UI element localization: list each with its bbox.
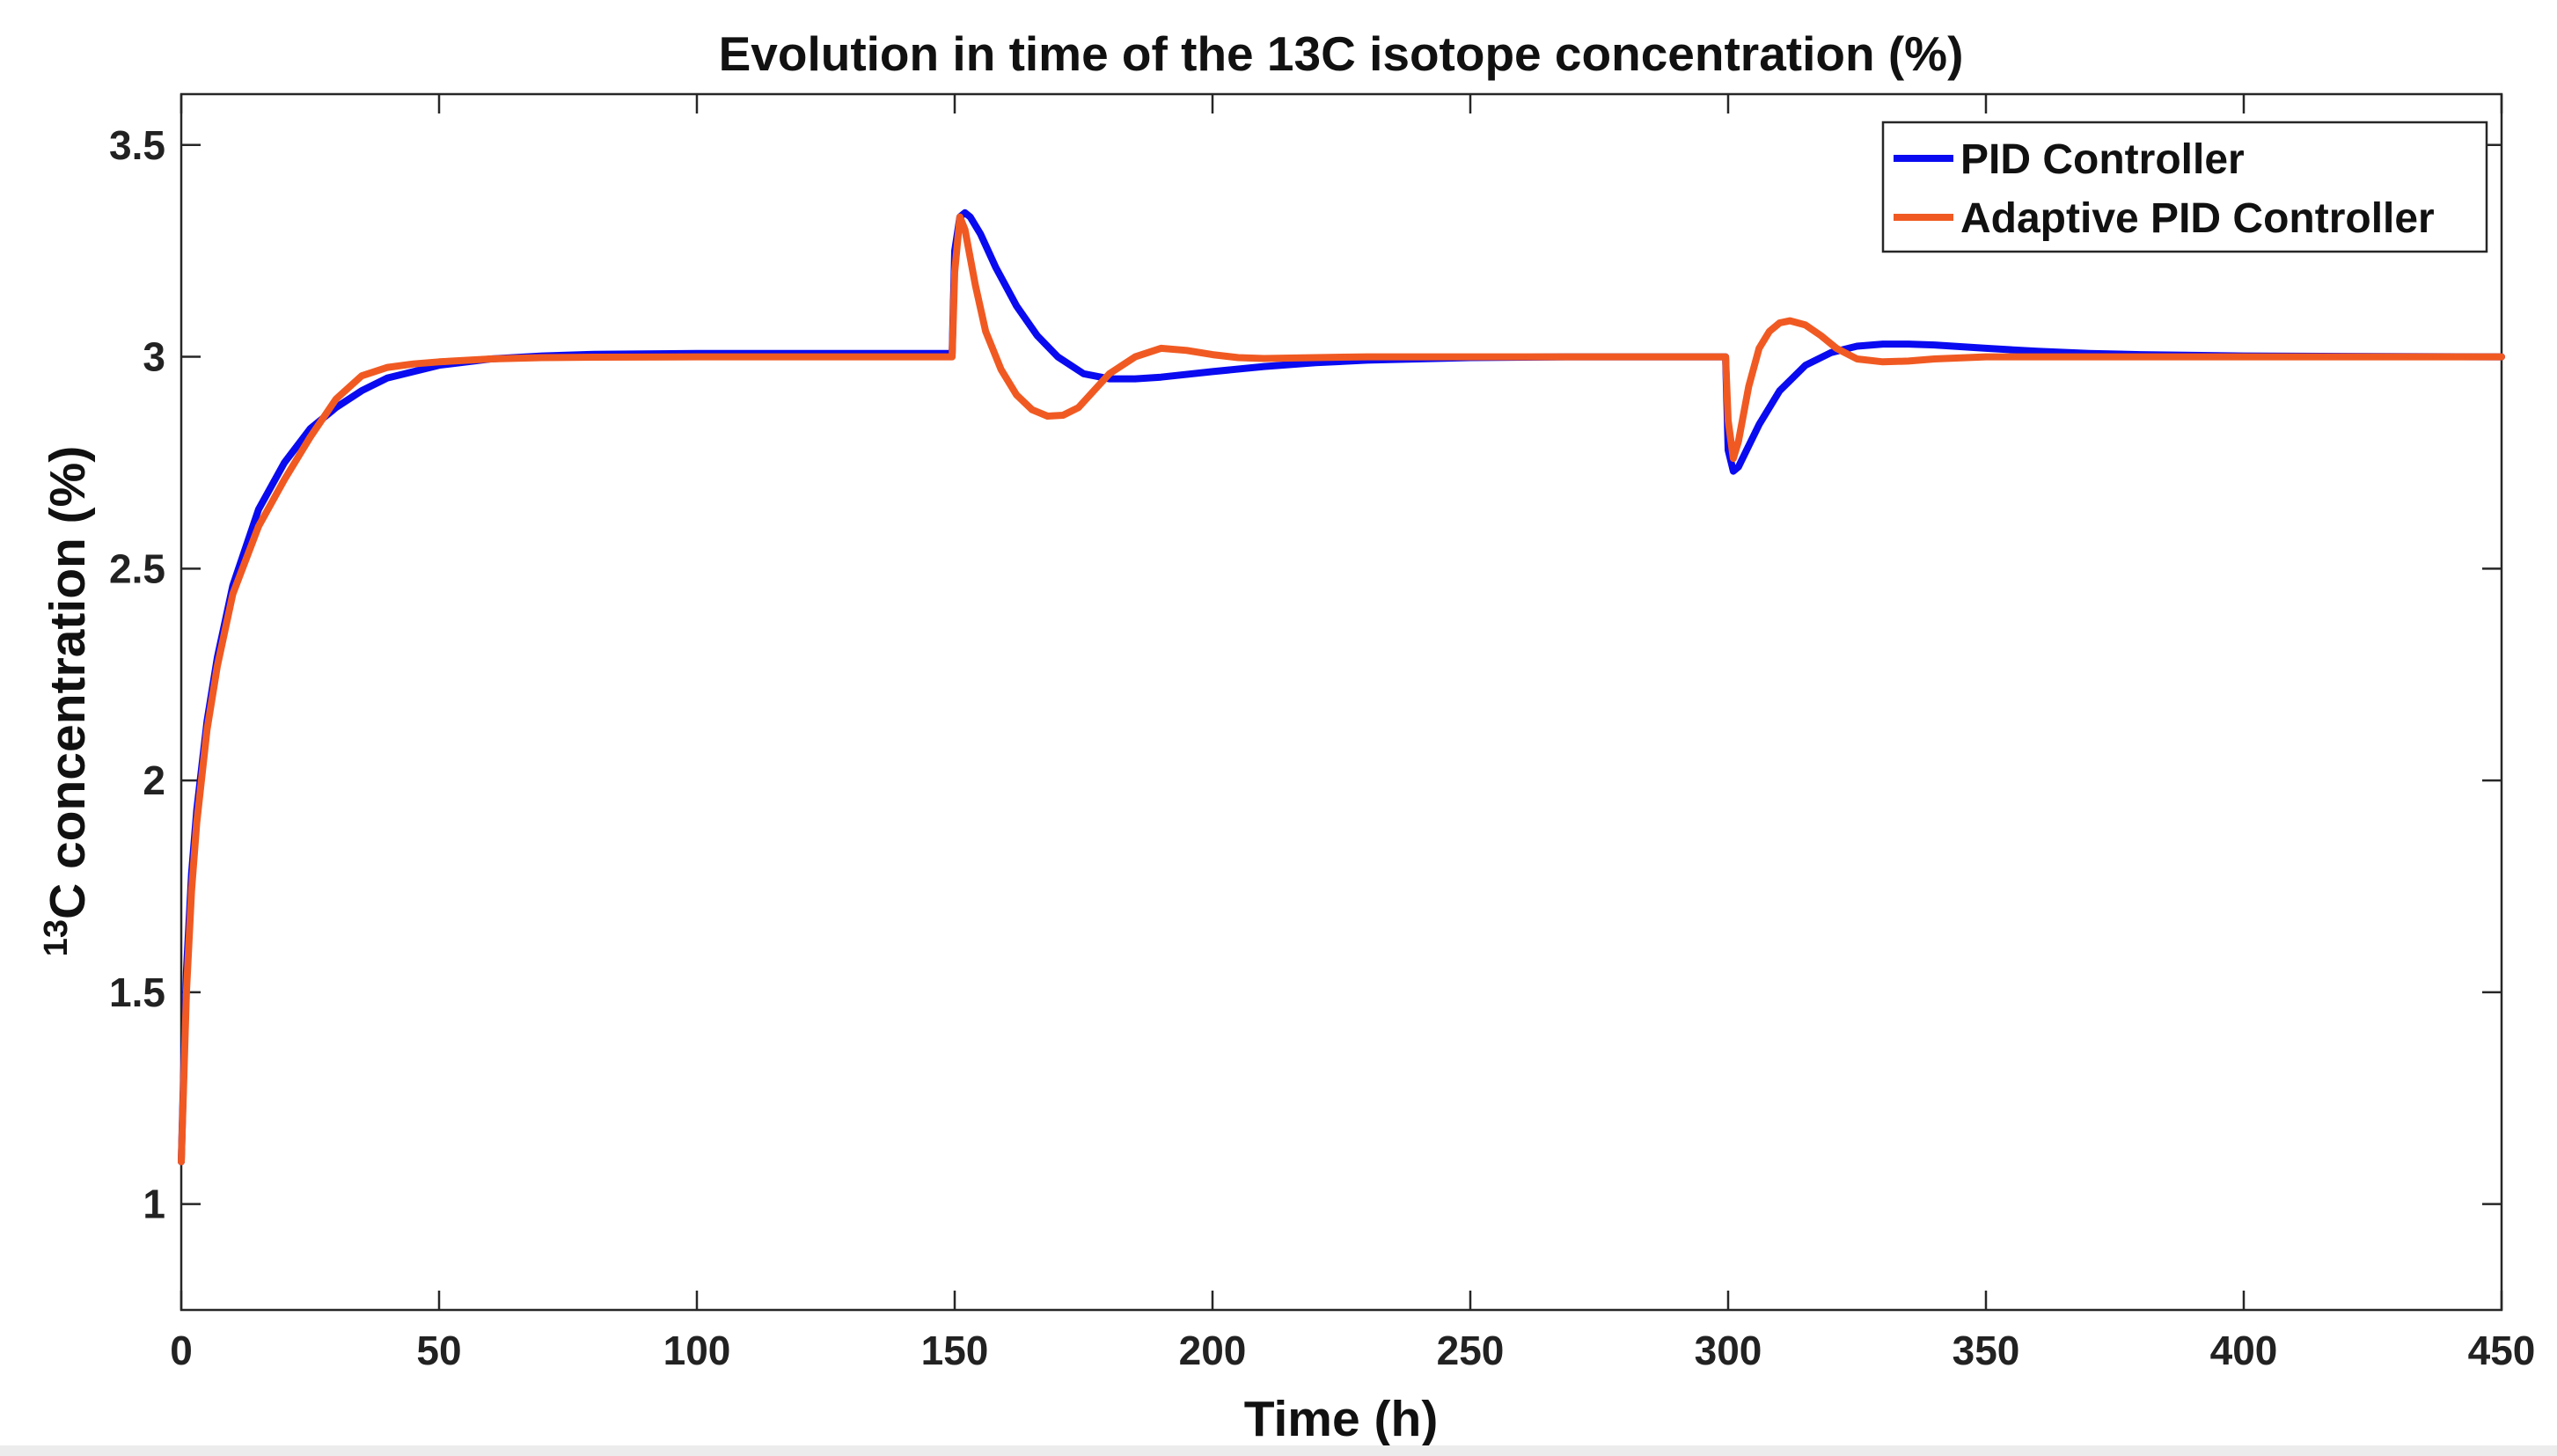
x-tick-labels: 0 50 100 150 200 250 300 350 400 450	[170, 1328, 2535, 1373]
x-tick-label: 100	[663, 1328, 731, 1373]
x-tick-label: 200	[1179, 1328, 1247, 1373]
x-tick-label: 50	[416, 1328, 461, 1373]
y-tick-label: 2.5	[109, 545, 165, 591]
y-tick-labels: 1 1.5 2 2.5 3 3.5	[109, 122, 165, 1227]
x-axis-label: Time (h)	[1244, 1391, 1439, 1447]
series-line-adaptive-pid-controller	[178, 213, 2505, 1166]
x-tick-label: 300	[1695, 1328, 1762, 1373]
legend-box	[1881, 121, 2488, 253]
y-tick-label: 3	[143, 334, 165, 380]
legend-label-adaptive-pid-controller: Adaptive PID Controller	[1960, 195, 2435, 242]
chart-title: Evolution in time of the 13C isotope con…	[719, 26, 1964, 81]
x-tick-label: 400	[2210, 1328, 2278, 1373]
y-tick-label: 1	[143, 1182, 165, 1227]
axes-frame	[180, 92, 2503, 1312]
series-layer	[178, 209, 2505, 1166]
x-tick-label: 250	[1437, 1328, 1505, 1373]
y-tick-label: 2	[143, 757, 165, 803]
y-axis-label-superscript: 13	[38, 919, 75, 956]
y-axis-label: 13C concentration (%)	[38, 446, 96, 957]
tick-marks	[180, 94, 2503, 1310]
x-tick-label: 150	[921, 1328, 989, 1373]
y-tick-label: 1.5	[109, 969, 165, 1015]
x-tick-label: 350	[1953, 1328, 2020, 1373]
legend-label-pid-controller: PID Controller	[1960, 136, 2245, 183]
x-tick-label: 0	[170, 1328, 193, 1373]
y-tick-label: 3.5	[109, 122, 165, 168]
bottom-border-strip	[0, 1445, 2557, 1456]
plot-area	[178, 92, 2505, 1312]
y-axis-label-text: C concentration (%)	[40, 446, 96, 919]
legend: PID Controller Adaptive PID Controller	[1881, 121, 2488, 253]
x-tick-label: 450	[2468, 1328, 2536, 1373]
